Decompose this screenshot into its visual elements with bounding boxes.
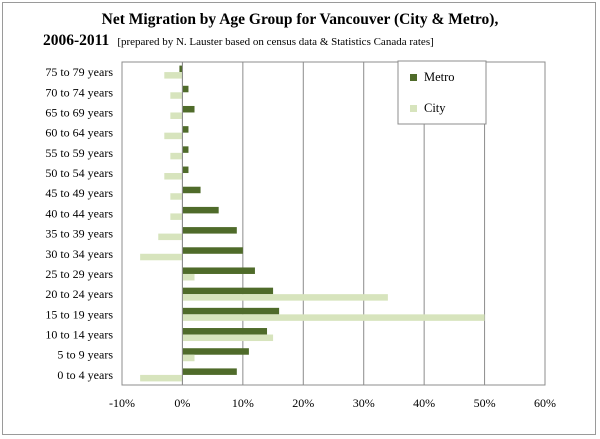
- bar-city: [164, 173, 183, 180]
- category-label: 60 to 64 years: [45, 126, 113, 140]
- legend-label-city: City: [424, 101, 446, 115]
- category-label: 25 to 29 years: [45, 267, 113, 281]
- x-tick-label: 20%: [292, 396, 314, 410]
- category-label: 5 to 9 years: [57, 348, 113, 362]
- legend-label-metro: Metro: [424, 70, 455, 84]
- x-tick-label: 30%: [353, 396, 375, 410]
- x-tick-label: 0%: [174, 396, 190, 410]
- plot-area: [121, 61, 546, 386]
- bar-metro: [182, 267, 255, 274]
- category-label: 30 to 34 years: [45, 247, 113, 261]
- legend-swatch-city: [410, 105, 417, 112]
- category-label: 45 to 49 years: [45, 186, 113, 200]
- category-label: 40 to 44 years: [45, 206, 113, 220]
- x-tick-label: 60%: [534, 396, 556, 410]
- category-label: 70 to 74 years: [45, 85, 113, 99]
- bar-city: [158, 233, 183, 241]
- chart-title: Net Migration by Age Group for Vancouver…: [101, 11, 499, 28]
- category-label: 15 to 19 years: [45, 307, 113, 321]
- x-tick-label: 10%: [232, 396, 254, 410]
- bar-metro: [182, 206, 219, 214]
- bar-city: [170, 152, 183, 160]
- bar-city: [182, 314, 485, 321]
- bar-city: [182, 273, 195, 281]
- bar-metro: [182, 227, 237, 234]
- bar-city: [164, 72, 183, 79]
- bar-city: [164, 132, 183, 140]
- bar-city: [170, 213, 183, 220]
- bar-metro: [182, 166, 189, 174]
- chart-subtitle-line: 2006-2011 [prepared by N. Lauster based o…: [43, 30, 434, 53]
- bar-city: [170, 92, 183, 99]
- bar-metro: [182, 307, 280, 315]
- chart-subtitle: [prepared by N. Lauster based on census …: [117, 36, 434, 48]
- bar-city: [170, 112, 183, 119]
- bar-metro: [182, 186, 201, 194]
- bar-metro: [182, 85, 189, 93]
- bar-city: [182, 354, 195, 362]
- chart-frame: [2, 2, 596, 435]
- bar-metro: [182, 126, 189, 133]
- category-label: 75 to 79 years: [45, 65, 113, 79]
- legend-swatch-metro: [410, 74, 417, 81]
- bar-city: [140, 374, 183, 382]
- x-tick-label: 40%: [413, 396, 435, 410]
- category-label: 0 to 4 years: [57, 368, 113, 382]
- category-label: 65 to 69 years: [45, 105, 113, 119]
- category-label: 35 to 39 years: [45, 227, 113, 241]
- bar-metro: [179, 65, 183, 73]
- bar-city: [182, 334, 274, 342]
- bar-metro: [182, 348, 249, 355]
- chart-title-year: 2006-2011: [43, 32, 110, 49]
- bar-metro: [182, 328, 268, 335]
- bar-metro: [182, 368, 237, 375]
- bar-metro: [182, 287, 274, 295]
- category-label: 50 to 54 years: [45, 166, 113, 180]
- bar-city: [182, 294, 388, 301]
- x-tick-label: -10%: [109, 396, 135, 410]
- legend-box: [397, 60, 487, 125]
- x-tick-label: 50%: [474, 396, 496, 410]
- bar-metro: [182, 105, 195, 113]
- bar-city: [170, 193, 183, 200]
- category-label: 10 to 14 years: [45, 328, 113, 342]
- bar-metro: [182, 146, 189, 153]
- category-label: 55 to 59 years: [45, 146, 113, 160]
- bar-city: [140, 253, 183, 261]
- bar-metro: [182, 247, 243, 254]
- category-label: 20 to 24 years: [45, 287, 113, 301]
